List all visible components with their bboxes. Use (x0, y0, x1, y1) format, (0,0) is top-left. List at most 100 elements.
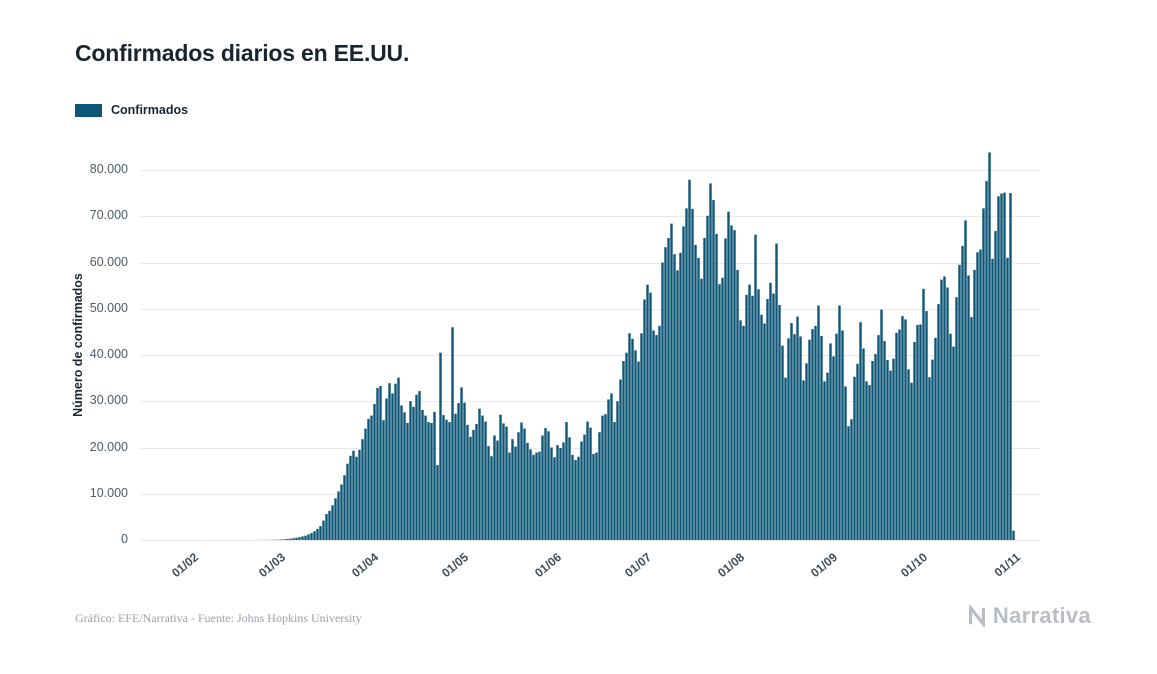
bar (409, 401, 412, 540)
bar (814, 325, 817, 540)
x-tick-label: 01/08 (714, 550, 747, 581)
bar (910, 382, 913, 540)
bar (715, 233, 718, 540)
bar (586, 421, 589, 540)
bar (295, 537, 298, 540)
bar (556, 445, 559, 540)
brand-name: Narrativa (992, 603, 1091, 628)
bar (625, 352, 628, 540)
bar (445, 419, 448, 540)
bar (466, 424, 469, 540)
x-tick-label: 01/09 (807, 550, 840, 581)
bar (640, 333, 643, 540)
bar (964, 220, 967, 540)
bar (589, 427, 592, 540)
bar (634, 350, 637, 540)
bar (670, 223, 673, 540)
bar (505, 426, 508, 540)
bar (499, 414, 502, 540)
bar (661, 262, 664, 540)
bar (958, 264, 961, 540)
bar (955, 297, 958, 540)
y-tick-label: 0 (121, 532, 128, 546)
bar (844, 386, 847, 540)
bar (535, 452, 538, 540)
bar (520, 422, 523, 540)
bar (325, 514, 328, 540)
narrativa-logo-icon (968, 605, 985, 627)
bar (985, 181, 988, 540)
bar (697, 257, 700, 540)
bar (574, 459, 577, 540)
bar (793, 334, 796, 540)
bar (973, 269, 976, 540)
bar (484, 421, 487, 540)
bar (652, 330, 655, 540)
bar (988, 152, 991, 540)
bar (493, 435, 496, 540)
bar (421, 410, 424, 540)
bar (628, 333, 631, 540)
bar (544, 428, 547, 540)
bar (400, 405, 403, 540)
bar (454, 413, 457, 540)
bar (991, 258, 994, 540)
bar (835, 333, 838, 540)
bar (748, 284, 751, 540)
x-tick-label: 01/03 (255, 550, 288, 581)
bar (289, 538, 292, 540)
bar (487, 446, 490, 540)
bar (394, 383, 397, 540)
bar (952, 346, 955, 540)
bar (595, 452, 598, 540)
gridline (140, 401, 1040, 403)
gridline (140, 262, 1040, 264)
bar (847, 426, 850, 540)
bar (817, 305, 820, 540)
bar (430, 422, 433, 540)
bar (439, 352, 442, 540)
bar (673, 254, 676, 540)
bar (928, 377, 931, 540)
bar (682, 226, 685, 540)
bar (826, 372, 829, 540)
bar (829, 343, 832, 540)
gridline (140, 540, 1040, 541)
bar (391, 393, 394, 540)
bar (664, 247, 667, 540)
bar (730, 225, 733, 540)
bar (862, 348, 865, 540)
bar (838, 305, 841, 540)
bar (334, 498, 337, 540)
bar (403, 412, 406, 540)
bar (688, 179, 691, 540)
bar (463, 402, 466, 540)
bar (412, 406, 415, 540)
bar (940, 279, 943, 540)
bar (427, 422, 430, 540)
bar (490, 456, 493, 540)
bar (1000, 193, 1003, 540)
bar (631, 338, 634, 540)
bar (772, 293, 775, 540)
x-tick-label: 01/07 (621, 550, 654, 581)
bar (283, 539, 286, 540)
y-tick-label: 20.000 (89, 439, 128, 454)
bar (751, 295, 754, 540)
bar (376, 387, 379, 540)
bar (709, 183, 712, 540)
bar (637, 361, 640, 540)
bars-layer (160, 152, 1015, 540)
bar (358, 449, 361, 540)
bar (655, 335, 658, 540)
bar (313, 531, 316, 540)
bar (526, 442, 529, 540)
bar (727, 211, 730, 540)
legend-swatch-icon (75, 103, 102, 117)
bar (529, 449, 532, 540)
bar (538, 451, 541, 540)
bar (307, 534, 310, 540)
bar (691, 208, 694, 540)
bar (967, 275, 970, 540)
y-tick-label: 30.000 (89, 393, 128, 408)
